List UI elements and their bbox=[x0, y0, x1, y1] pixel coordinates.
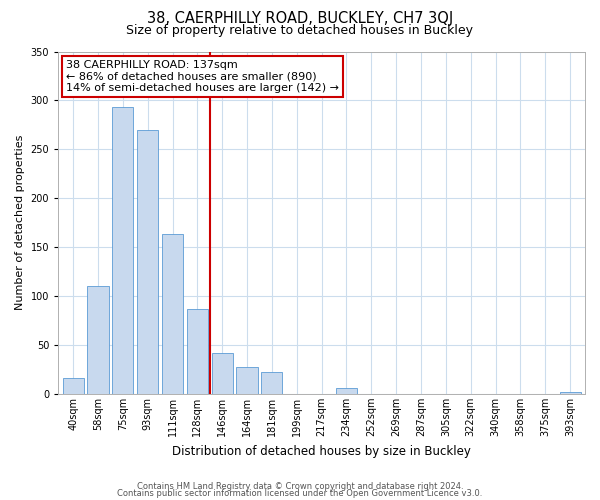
Bar bbox=[137, 130, 158, 394]
Y-axis label: Number of detached properties: Number of detached properties bbox=[15, 135, 25, 310]
Bar bbox=[88, 286, 109, 394]
Bar bbox=[62, 378, 83, 394]
Bar bbox=[560, 392, 581, 394]
Text: Contains public sector information licensed under the Open Government Licence v3: Contains public sector information licen… bbox=[118, 489, 482, 498]
Bar bbox=[336, 388, 357, 394]
Bar bbox=[212, 353, 233, 394]
Bar bbox=[187, 309, 208, 394]
Text: 38 CAERPHILLY ROAD: 137sqm
← 86% of detached houses are smaller (890)
14% of sem: 38 CAERPHILLY ROAD: 137sqm ← 86% of deta… bbox=[66, 60, 339, 94]
Text: Contains HM Land Registry data © Crown copyright and database right 2024.: Contains HM Land Registry data © Crown c… bbox=[137, 482, 463, 491]
X-axis label: Distribution of detached houses by size in Buckley: Distribution of detached houses by size … bbox=[172, 444, 471, 458]
Bar bbox=[262, 372, 283, 394]
Text: 38, CAERPHILLY ROAD, BUCKLEY, CH7 3QJ: 38, CAERPHILLY ROAD, BUCKLEY, CH7 3QJ bbox=[147, 11, 453, 26]
Bar bbox=[236, 368, 257, 394]
Bar bbox=[162, 234, 183, 394]
Bar bbox=[112, 108, 133, 394]
Text: Size of property relative to detached houses in Buckley: Size of property relative to detached ho… bbox=[127, 24, 473, 37]
